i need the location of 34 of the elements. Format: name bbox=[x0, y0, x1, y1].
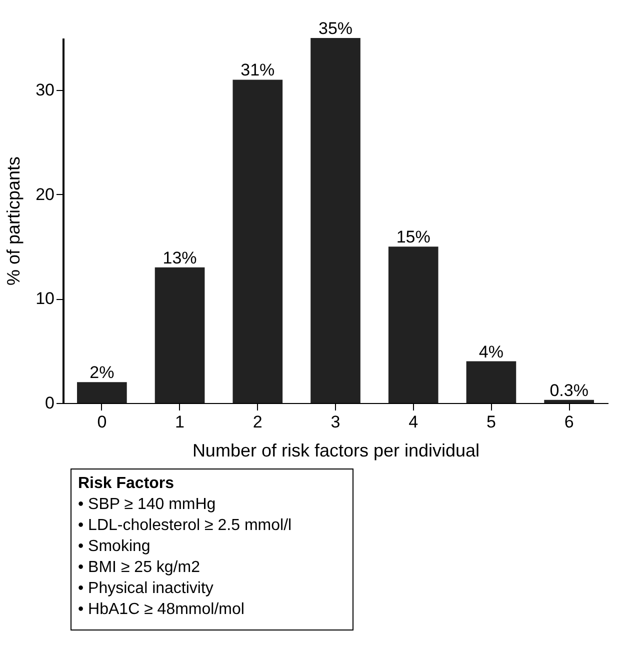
data-label: 15% bbox=[396, 228, 430, 247]
text: • BMI ≥ 25 kg/m2 bbox=[78, 559, 200, 576]
bar bbox=[388, 246, 438, 403]
x-tick-label: 6 bbox=[564, 412, 574, 432]
x-tick-label: 0 bbox=[97, 412, 107, 432]
text: Risk Factors bbox=[78, 475, 174, 492]
text: • LDL-cholesterol ≥ 2.5 mmol/l bbox=[78, 517, 292, 534]
data-label: 0.3% bbox=[550, 380, 588, 400]
bar bbox=[77, 382, 127, 403]
y-axis-title: % of particpants bbox=[4, 156, 24, 286]
y-tick-label: 30 bbox=[36, 80, 54, 100]
bar bbox=[466, 361, 516, 403]
y-tick-label: 0 bbox=[45, 394, 54, 412]
bar bbox=[310, 38, 360, 403]
x-axis-title: Number of risk factors per individual bbox=[192, 440, 480, 460]
text: • Physical inactivity bbox=[78, 580, 214, 597]
y-tick-label: 10 bbox=[36, 289, 54, 308]
x-tick-label: 3 bbox=[330, 412, 340, 432]
data-label: 13% bbox=[162, 248, 197, 268]
x-tick-label: 1 bbox=[175, 412, 185, 432]
bar bbox=[154, 267, 205, 403]
y-tick-label: 20 bbox=[36, 184, 54, 204]
bar bbox=[544, 400, 594, 403]
text: • HbA1C ≥ 48mmol/mol bbox=[78, 601, 244, 618]
data-label: 31% bbox=[240, 60, 275, 80]
text: • Smoking bbox=[78, 538, 150, 555]
x-tick-label: 5 bbox=[486, 412, 496, 432]
data-label: 4% bbox=[478, 342, 504, 362]
x-tick-label: 2 bbox=[252, 412, 262, 432]
text: • SBP ≥ 140 mmHg bbox=[78, 496, 216, 513]
x-tick-label: 4 bbox=[408, 412, 418, 432]
data-label: 2% bbox=[90, 363, 114, 382]
data-label: 35% bbox=[318, 19, 353, 38]
bar bbox=[232, 80, 283, 403]
